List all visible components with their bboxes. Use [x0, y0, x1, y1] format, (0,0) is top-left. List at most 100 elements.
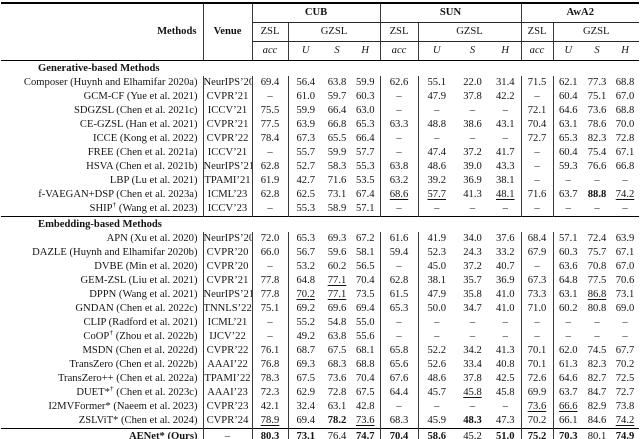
- value-cell: –: [565, 331, 571, 343]
- value-cell: 74.2: [615, 415, 635, 427]
- value-cell: 67.6: [380, 372, 419, 386]
- value-cell: 67.1: [615, 247, 635, 259]
- value-cell: 48.6: [427, 373, 447, 385]
- value-cell: 84.6: [587, 415, 607, 427]
- value-cell: 34.0: [463, 233, 482, 245]
- value-cell: 42.7: [296, 175, 316, 187]
- value-cell: –: [521, 260, 554, 274]
- value-cell: 60.4: [558, 147, 578, 159]
- value-cell: 78.3: [252, 372, 289, 386]
- header-row-settings: ZSL GZSL ZSL GZSL ZSL GZSL: [1, 22, 640, 42]
- venue-cell: NeurIPS’21: [203, 288, 253, 302]
- value-cell: 65.3: [558, 133, 578, 145]
- value-cell: –: [521, 160, 554, 174]
- value-cell: 35.8: [463, 289, 482, 301]
- value-cell: 58.6: [418, 428, 455, 439]
- table-row: SHIP† (Wang et al. 2023) ICCV’23–55.3 58.9…: [1, 202, 639, 217]
- value-cell: –: [490, 202, 522, 217]
- value-cell: –: [521, 202, 554, 217]
- value-cell: –: [380, 146, 419, 160]
- value-cell: 45.9: [427, 415, 447, 427]
- value-cell: –: [380, 132, 419, 146]
- value-cell: 37.8: [463, 373, 482, 385]
- value-cell: 49.2: [296, 331, 316, 343]
- method-cell: GNDAN (Chen et al. 2022c): [1, 302, 204, 316]
- value-cell: 41.9: [427, 233, 447, 245]
- metric-acc-sun: acc: [380, 41, 419, 61]
- value-cell: 68.7: [296, 345, 316, 357]
- value-cell: –: [490, 132, 522, 146]
- value-cell: 56.4: [296, 77, 316, 89]
- value-cell: 61.3: [558, 359, 578, 371]
- table-body: Generative-based Methods Composer (Huynh …: [1, 61, 640, 439]
- value-cell: 47.4: [427, 147, 447, 159]
- value-cell: 70.4: [380, 428, 419, 439]
- value-cell: –: [252, 90, 289, 104]
- table-row: GNDAN (Chen et al. 2022c) TNNLS’22 75.1 69.…: [1, 302, 639, 316]
- method-cell: MSDN (Chen et al. 2022d): [1, 344, 204, 358]
- value-cell: 48.8: [427, 119, 447, 131]
- value-cell: 31.4: [490, 76, 522, 90]
- value-cell: –: [490, 104, 522, 118]
- method-cell: GEM-ZSL (Liu et al. 2021): [1, 274, 204, 288]
- value-cell: 58.9: [327, 203, 347, 215]
- value-cell: –: [594, 317, 600, 329]
- value-cell: 45.7: [427, 387, 447, 399]
- table-row: GCM-CF (Yue et al. 2021) CVPR’21–61.0 59.7…: [1, 90, 639, 104]
- value-cell: 70.6: [615, 275, 635, 287]
- value-cell: 65.8: [380, 344, 419, 358]
- value-cell: 75.1: [587, 91, 607, 103]
- section-title: Embedding-based Methods: [1, 216, 640, 232]
- dataset-header-sun: SUN: [380, 3, 522, 23]
- metric-s-awa2: S: [583, 41, 612, 61]
- value-cell: –: [594, 175, 600, 187]
- value-cell: 68.6: [380, 188, 419, 202]
- value-cell: –: [434, 401, 440, 413]
- table-row: FREE (Chen et al. 2021a) ICCV’21–55.7 59.9…: [1, 146, 639, 160]
- value-cell: 65.3: [296, 233, 316, 245]
- value-cell: 57.1: [351, 202, 381, 217]
- value-cell: 62.8: [252, 160, 289, 174]
- value-cell: 66.4: [327, 105, 347, 117]
- value-cell: 73.8: [615, 401, 635, 413]
- value-cell: 56.7: [296, 247, 316, 259]
- value-cell: 72.1: [521, 104, 554, 118]
- value-cell: –: [490, 400, 522, 414]
- value-cell: –: [380, 330, 419, 344]
- value-cell: 73.5: [351, 288, 381, 302]
- value-cell: 41.3: [490, 344, 522, 358]
- value-cell: 84.7: [587, 387, 607, 399]
- value-cell: 61.0: [296, 91, 316, 103]
- value-cell: 64.8: [296, 275, 316, 287]
- value-cell: 33.4: [463, 359, 482, 371]
- value-cell: 62.1: [558, 77, 578, 89]
- table-row: AENet* (Ours) –80.3 73.1 76.4 74.7 70.4 58.6 45…: [1, 428, 640, 439]
- value-cell: 73.1: [288, 428, 323, 439]
- value-cell: 63.3: [380, 118, 419, 132]
- venue-cell: AAAI’22: [203, 358, 253, 372]
- method-cell: DAZLE (Huynh and Elhamifar 2020b): [1, 246, 204, 260]
- value-cell: 51.0: [490, 428, 522, 439]
- value-cell: 67.9: [521, 246, 554, 260]
- value-cell: 52.6: [427, 359, 447, 371]
- value-cell: 24.3: [463, 247, 482, 259]
- value-cell: 77.3: [587, 77, 607, 89]
- value-cell: –: [380, 400, 419, 414]
- value-cell: 62.8: [252, 188, 289, 202]
- gzsl-header-cub: GZSL: [288, 22, 381, 42]
- venue-cell: CVPR’22: [203, 132, 253, 146]
- venue-cell: CVPR’20: [203, 260, 253, 274]
- value-cell: 80.8: [587, 303, 607, 315]
- value-cell: –: [565, 175, 571, 187]
- value-cell: 37.8: [463, 91, 482, 103]
- method-cell: FREE (Chen et al. 2021a): [1, 146, 204, 160]
- value-cell: 69.2: [296, 303, 316, 315]
- value-cell: 86.8: [587, 289, 607, 301]
- value-cell: –: [594, 203, 600, 215]
- value-cell: 53.5: [351, 174, 381, 188]
- value-cell: 73.6: [327, 373, 347, 385]
- value-cell: 68.3: [327, 359, 347, 371]
- value-cell: 55.0: [351, 316, 381, 330]
- value-cell: 71.5: [521, 76, 554, 90]
- header-row-metrics: acc U S H acc U S H acc U S H: [1, 41, 640, 61]
